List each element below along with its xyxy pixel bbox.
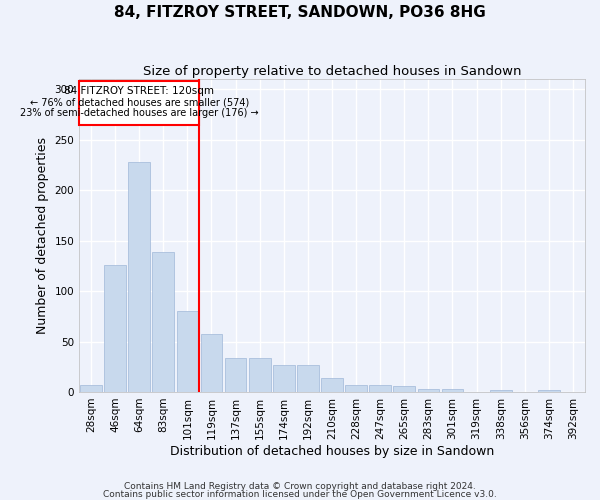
Text: Contains public sector information licensed under the Open Government Licence v3: Contains public sector information licen…	[103, 490, 497, 499]
Bar	[321, 378, 343, 392]
Bar	[394, 386, 415, 392]
FancyBboxPatch shape	[79, 81, 199, 124]
Bar	[297, 364, 319, 392]
X-axis label: Distribution of detached houses by size in Sandown: Distribution of detached houses by size …	[170, 444, 494, 458]
Text: 23% of semi-detached houses are larger (176) →: 23% of semi-detached houses are larger (…	[20, 108, 259, 118]
Text: 84, FITZROY STREET, SANDOWN, PO36 8HG: 84, FITZROY STREET, SANDOWN, PO36 8HG	[114, 5, 486, 20]
Bar	[538, 390, 560, 392]
Bar	[176, 311, 198, 392]
Text: Contains HM Land Registry data © Crown copyright and database right 2024.: Contains HM Land Registry data © Crown c…	[124, 482, 476, 491]
Bar	[370, 385, 391, 392]
Title: Size of property relative to detached houses in Sandown: Size of property relative to detached ho…	[143, 65, 521, 78]
Bar	[418, 389, 439, 392]
Bar	[442, 389, 463, 392]
Bar	[273, 364, 295, 392]
Bar	[152, 252, 174, 392]
Text: ← 76% of detached houses are smaller (574): ← 76% of detached houses are smaller (57…	[29, 98, 249, 108]
Bar	[128, 162, 150, 392]
Bar	[225, 358, 247, 392]
Bar	[490, 390, 512, 392]
Text: 84 FITZROY STREET: 120sqm: 84 FITZROY STREET: 120sqm	[64, 86, 214, 96]
Bar	[200, 334, 223, 392]
Y-axis label: Number of detached properties: Number of detached properties	[36, 137, 49, 334]
Bar	[249, 358, 271, 392]
Bar	[80, 385, 102, 392]
Bar	[104, 265, 126, 392]
Bar	[345, 385, 367, 392]
